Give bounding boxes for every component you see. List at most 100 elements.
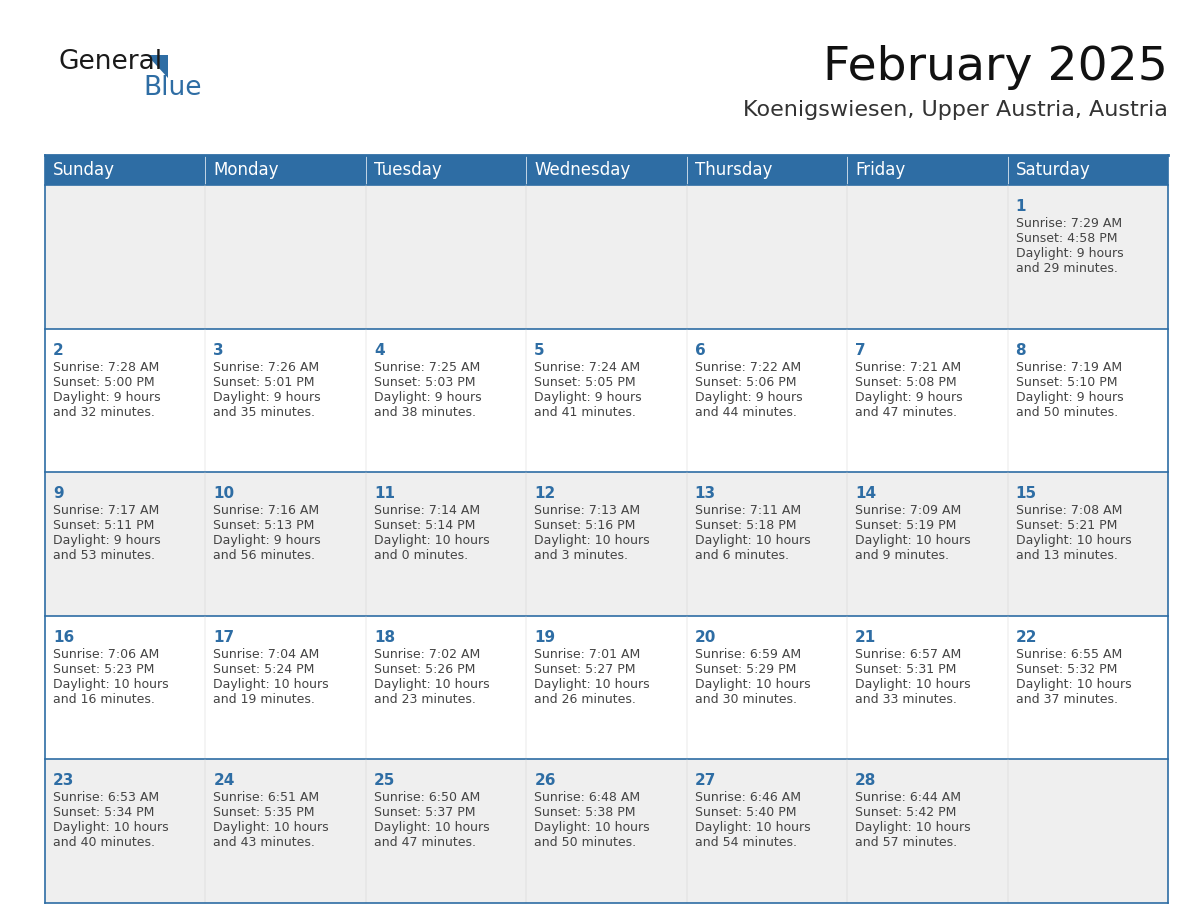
Text: Daylight: 10 hours: Daylight: 10 hours [855,822,971,834]
Text: 20: 20 [695,630,716,644]
Text: Sunset: 5:03 PM: Sunset: 5:03 PM [374,375,475,388]
Text: Friday: Friday [855,161,905,179]
Text: 18: 18 [374,630,394,644]
Text: General: General [58,49,162,75]
Text: Sunrise: 7:11 AM: Sunrise: 7:11 AM [695,504,801,517]
Text: Sunrise: 7:17 AM: Sunrise: 7:17 AM [53,504,159,517]
Text: 27: 27 [695,773,716,789]
Text: and 50 minutes.: and 50 minutes. [1016,406,1118,419]
Text: Sunset: 5:24 PM: Sunset: 5:24 PM [214,663,315,676]
Text: Daylight: 10 hours: Daylight: 10 hours [855,534,971,547]
Text: and 37 minutes.: and 37 minutes. [1016,693,1118,706]
Text: 8: 8 [1016,342,1026,358]
Text: Sunrise: 7:28 AM: Sunrise: 7:28 AM [53,361,159,374]
Text: Sunset: 5:18 PM: Sunset: 5:18 PM [695,520,796,532]
Text: and 6 minutes.: and 6 minutes. [695,549,789,562]
Text: 3: 3 [214,342,225,358]
Text: Daylight: 10 hours: Daylight: 10 hours [53,677,169,691]
Text: 19: 19 [535,630,556,644]
Text: Sunset: 5:38 PM: Sunset: 5:38 PM [535,806,636,820]
Text: Sunrise: 6:48 AM: Sunrise: 6:48 AM [535,791,640,804]
Text: Sunrise: 7:24 AM: Sunrise: 7:24 AM [535,361,640,374]
Text: and 35 minutes.: and 35 minutes. [214,406,316,419]
Text: and 23 minutes.: and 23 minutes. [374,693,475,706]
Text: Sunrise: 7:21 AM: Sunrise: 7:21 AM [855,361,961,374]
Text: Sunset: 5:01 PM: Sunset: 5:01 PM [214,375,315,388]
Text: February 2025: February 2025 [823,46,1168,91]
Text: Daylight: 9 hours: Daylight: 9 hours [1016,390,1123,404]
Text: 23: 23 [53,773,75,789]
Text: and 16 minutes.: and 16 minutes. [53,693,154,706]
Text: Sunrise: 7:16 AM: Sunrise: 7:16 AM [214,504,320,517]
Text: Sunrise: 7:26 AM: Sunrise: 7:26 AM [214,361,320,374]
Text: 12: 12 [535,487,556,501]
Text: 25: 25 [374,773,396,789]
Text: and 9 minutes.: and 9 minutes. [855,549,949,562]
Text: Daylight: 10 hours: Daylight: 10 hours [1016,677,1131,691]
Text: Daylight: 9 hours: Daylight: 9 hours [374,390,481,404]
Text: Sunrise: 7:25 AM: Sunrise: 7:25 AM [374,361,480,374]
Text: Sunset: 5:23 PM: Sunset: 5:23 PM [53,663,154,676]
Text: Sunrise: 6:55 AM: Sunrise: 6:55 AM [1016,648,1121,661]
Text: Sunrise: 7:01 AM: Sunrise: 7:01 AM [535,648,640,661]
Text: and 47 minutes.: and 47 minutes. [374,836,476,849]
Text: Daylight: 10 hours: Daylight: 10 hours [855,677,971,691]
Text: Daylight: 10 hours: Daylight: 10 hours [695,822,810,834]
Text: Sunset: 5:32 PM: Sunset: 5:32 PM [1016,663,1117,676]
Text: and 19 minutes.: and 19 minutes. [214,693,315,706]
Text: Sunset: 5:42 PM: Sunset: 5:42 PM [855,806,956,820]
Text: Daylight: 9 hours: Daylight: 9 hours [535,390,642,404]
Text: Sunrise: 7:04 AM: Sunrise: 7:04 AM [214,648,320,661]
Text: and 56 minutes.: and 56 minutes. [214,549,316,562]
Text: 13: 13 [695,487,716,501]
Text: and 33 minutes.: and 33 minutes. [855,693,958,706]
Text: Sunrise: 7:09 AM: Sunrise: 7:09 AM [855,504,961,517]
Text: and 47 minutes.: and 47 minutes. [855,406,958,419]
Text: and 50 minutes.: and 50 minutes. [535,836,637,849]
Polygon shape [45,472,1168,616]
Text: Daylight: 9 hours: Daylight: 9 hours [214,390,321,404]
Text: and 44 minutes.: and 44 minutes. [695,406,797,419]
Text: Daylight: 10 hours: Daylight: 10 hours [535,534,650,547]
Text: and 0 minutes.: and 0 minutes. [374,549,468,562]
Text: Sunset: 5:21 PM: Sunset: 5:21 PM [1016,520,1117,532]
Text: 21: 21 [855,630,877,644]
Text: and 3 minutes.: and 3 minutes. [535,549,628,562]
Text: Daylight: 10 hours: Daylight: 10 hours [535,677,650,691]
Polygon shape [366,155,526,185]
Text: 28: 28 [855,773,877,789]
Text: 15: 15 [1016,487,1037,501]
Text: Sunrise: 6:51 AM: Sunrise: 6:51 AM [214,791,320,804]
Text: Sunday: Sunday [53,161,115,179]
Text: Sunset: 5:08 PM: Sunset: 5:08 PM [855,375,956,388]
Text: and 41 minutes.: and 41 minutes. [535,406,636,419]
Polygon shape [147,55,168,78]
Text: and 30 minutes.: and 30 minutes. [695,693,797,706]
Text: and 26 minutes.: and 26 minutes. [535,693,636,706]
Text: Daylight: 9 hours: Daylight: 9 hours [53,534,160,547]
Text: Wednesday: Wednesday [535,161,631,179]
Text: Sunset: 5:11 PM: Sunset: 5:11 PM [53,520,154,532]
Text: Sunset: 5:13 PM: Sunset: 5:13 PM [214,520,315,532]
Text: Sunrise: 7:14 AM: Sunrise: 7:14 AM [374,504,480,517]
Text: Sunrise: 7:29 AM: Sunrise: 7:29 AM [1016,217,1121,230]
Text: 9: 9 [53,487,64,501]
Text: and 54 minutes.: and 54 minutes. [695,836,797,849]
Text: Sunset: 5:37 PM: Sunset: 5:37 PM [374,806,475,820]
Text: and 40 minutes.: and 40 minutes. [53,836,154,849]
Text: Daylight: 9 hours: Daylight: 9 hours [855,390,962,404]
Text: Sunset: 5:00 PM: Sunset: 5:00 PM [53,375,154,388]
Text: Sunset: 5:26 PM: Sunset: 5:26 PM [374,663,475,676]
Polygon shape [45,616,1168,759]
Text: Daylight: 10 hours: Daylight: 10 hours [214,822,329,834]
Text: Sunrise: 6:44 AM: Sunrise: 6:44 AM [855,791,961,804]
Text: Daylight: 10 hours: Daylight: 10 hours [53,822,169,834]
Polygon shape [45,759,1168,903]
Text: and 57 minutes.: and 57 minutes. [855,836,958,849]
Text: 22: 22 [1016,630,1037,644]
Polygon shape [45,185,1168,329]
Polygon shape [847,155,1007,185]
Text: 26: 26 [535,773,556,789]
Text: Sunset: 5:31 PM: Sunset: 5:31 PM [855,663,956,676]
Text: Sunrise: 6:57 AM: Sunrise: 6:57 AM [855,648,961,661]
